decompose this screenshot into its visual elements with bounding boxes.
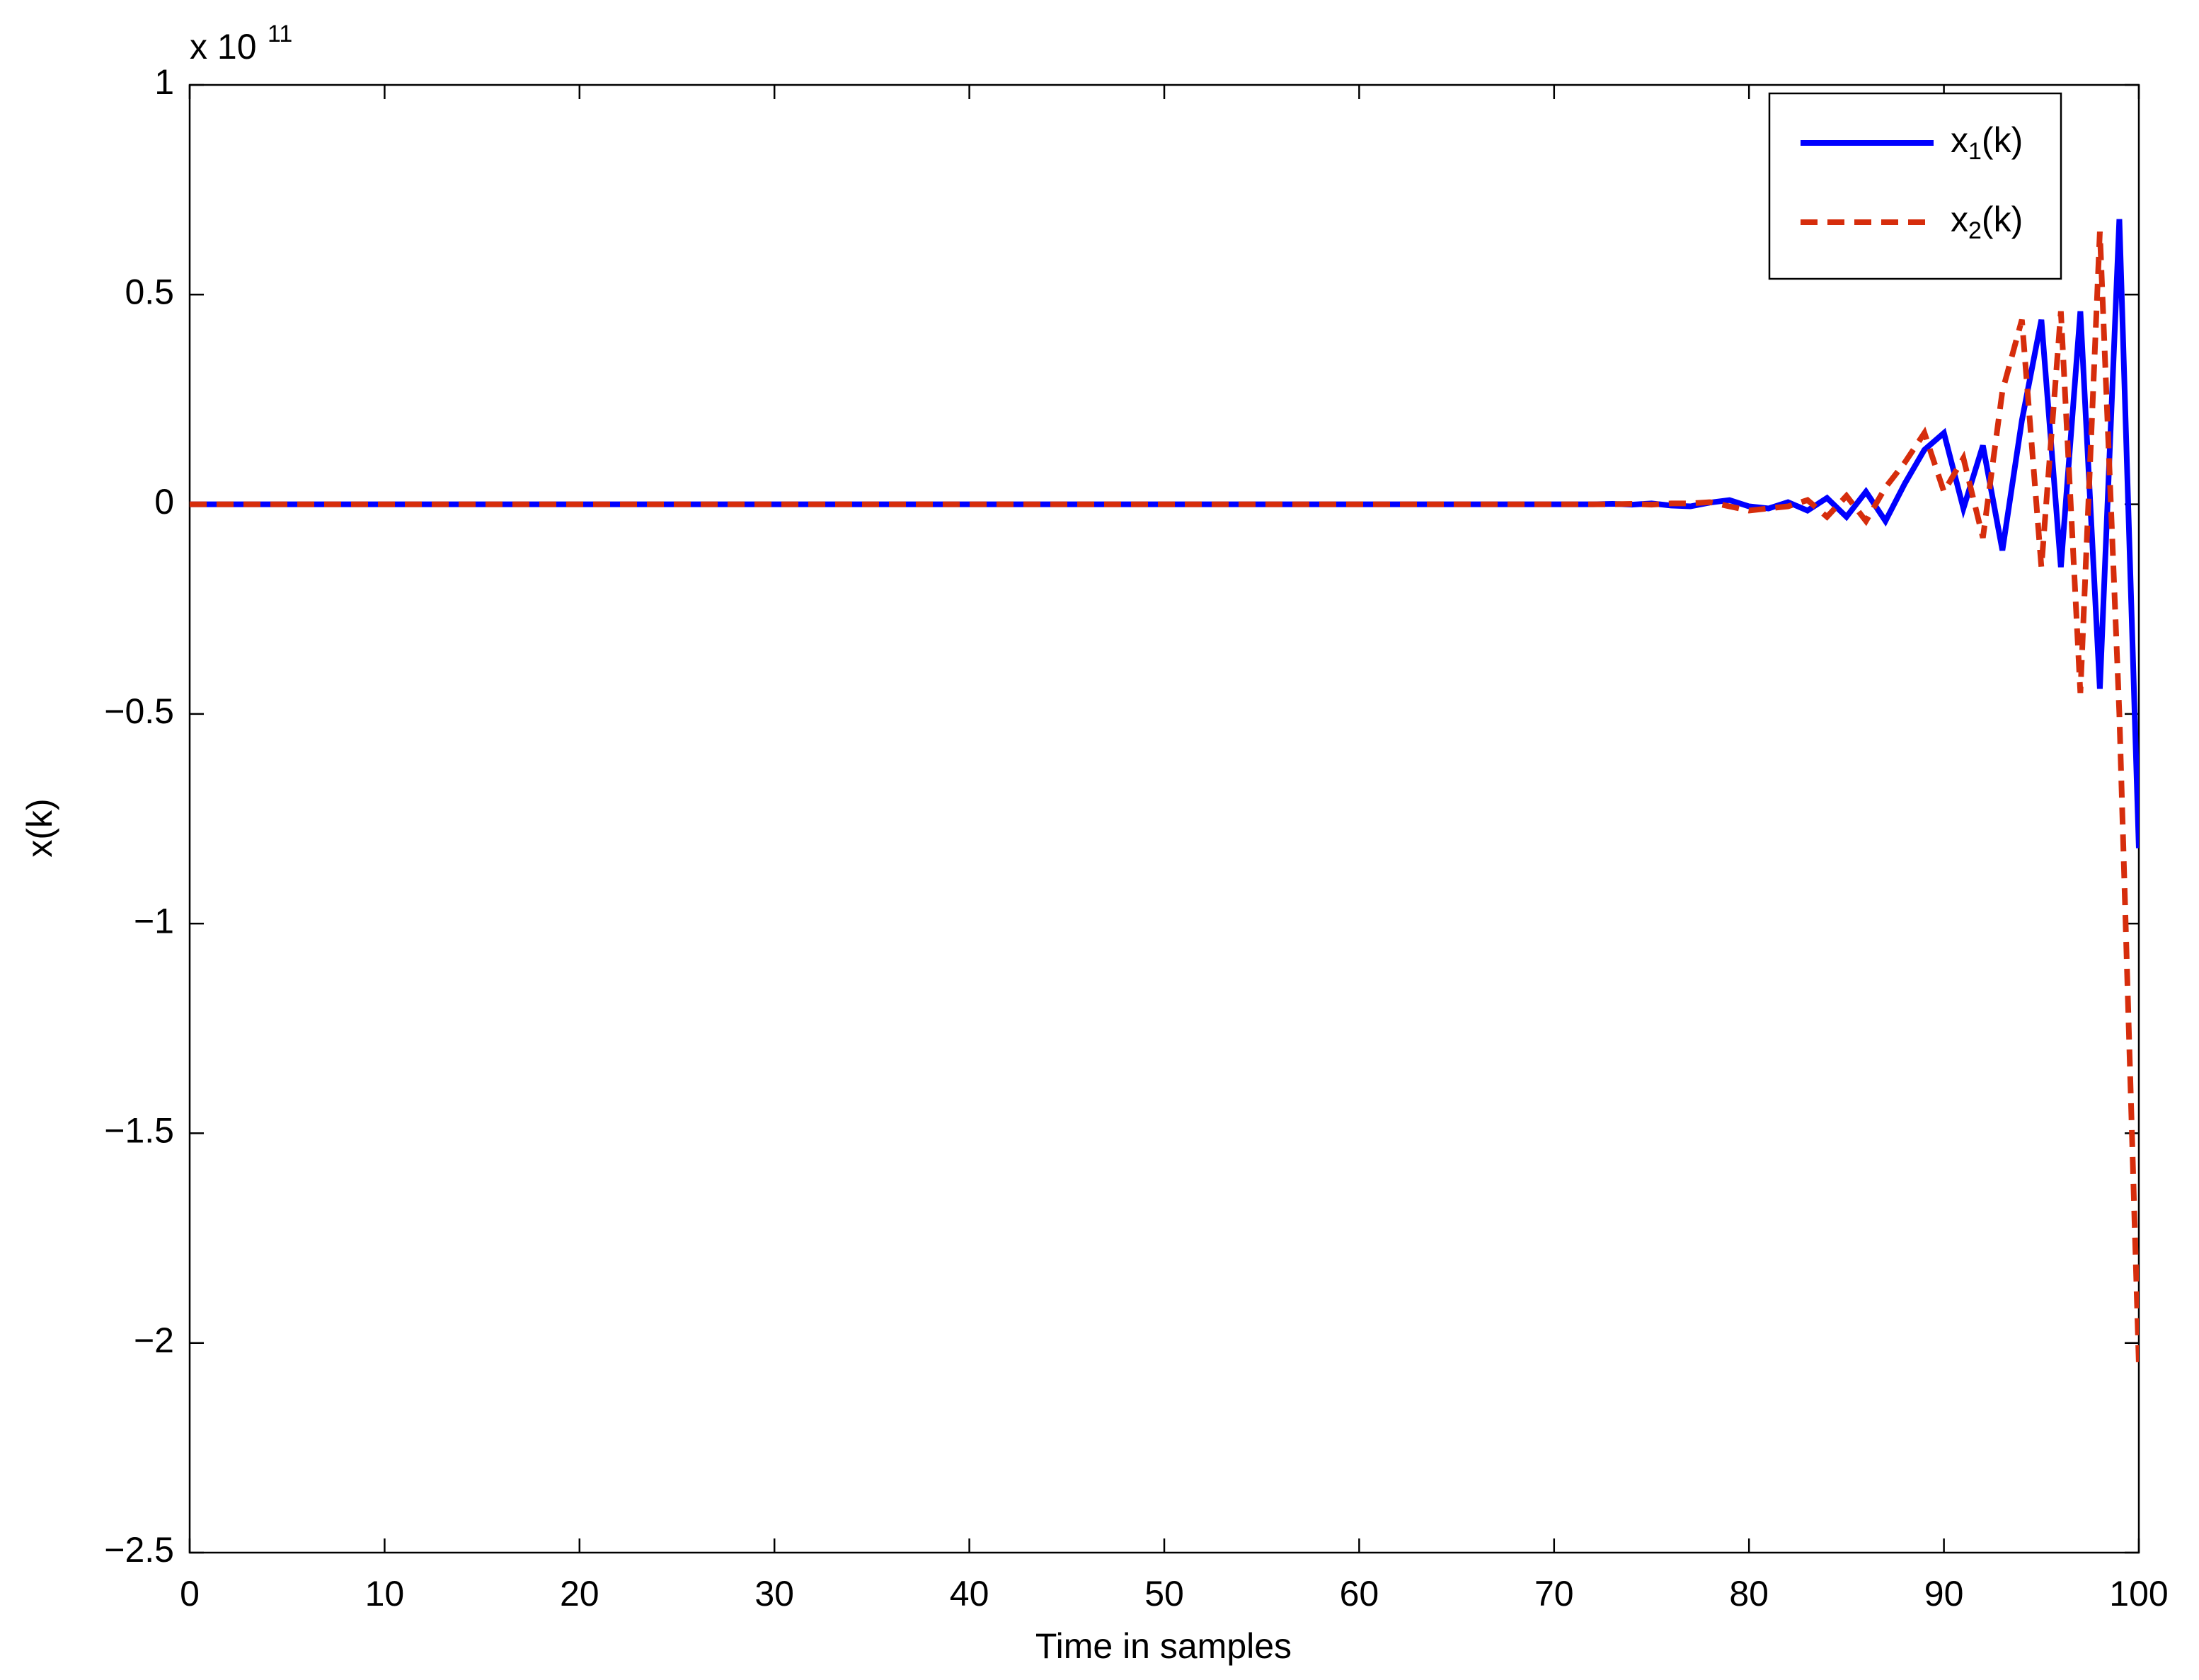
y-exponent-base: x 10 [190, 27, 257, 67]
y-exponent-power: 11 [268, 21, 292, 47]
x-tick-label: 90 [1924, 1574, 1964, 1613]
x-tick-label: 10 [365, 1574, 405, 1613]
y-tick-label: −2.5 [104, 1530, 174, 1570]
y-tick-label: −0.5 [104, 691, 174, 731]
legend-label: x2(k) [1951, 200, 2023, 244]
y-tick-label: 0 [154, 482, 174, 522]
x-axis-label: Time in samples [1035, 1626, 1292, 1666]
x-tick-label: 0 [180, 1574, 200, 1613]
x-tick-label: 60 [1340, 1574, 1379, 1613]
x-tick-label: 70 [1534, 1574, 1574, 1613]
legend-label: x1(k) [1951, 120, 2023, 165]
y-tick-label: −2 [134, 1321, 174, 1360]
legend-box [1768, 92, 2062, 280]
x-tick-label: 50 [1144, 1574, 1184, 1613]
x-tick-label: 100 [2109, 1574, 2168, 1613]
x-tick-label: 80 [1729, 1574, 1769, 1613]
x-tick-label: 30 [754, 1574, 794, 1613]
y-axis-label: x(k) [20, 798, 59, 857]
x-tick-label: 20 [560, 1574, 599, 1613]
y-tick-label: −1.5 [104, 1111, 174, 1151]
y-tick-label: 0.5 [125, 272, 174, 311]
y-tick-label: 1 [154, 62, 174, 102]
x-tick-label: 40 [950, 1574, 989, 1613]
series-line [190, 231, 2139, 1364]
plot-frame [188, 84, 2140, 1554]
y-tick-label: −1 [134, 901, 174, 940]
